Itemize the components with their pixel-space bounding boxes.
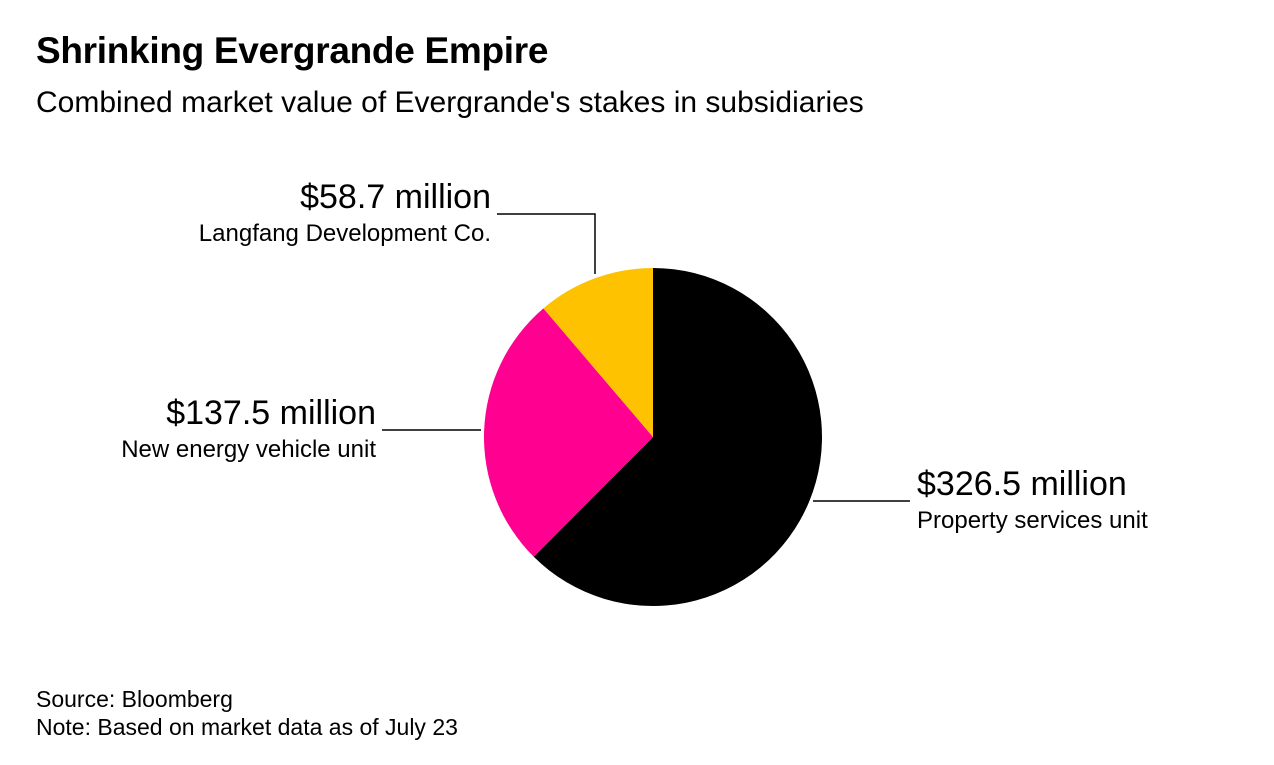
chart-subtitle: Combined market value of Evergrande's st… — [36, 86, 864, 119]
leader-line-langfang-development-co — [497, 213, 596, 274]
data-label-value-langfang-development-co: $58.7 million — [300, 178, 491, 216]
data-label-name-langfang-development-co: Langfang Development Co. — [199, 220, 491, 247]
footnote: Note: Based on market data as of July 23 — [36, 714, 458, 740]
data-label-name-new-energy-vehicle-unit: New energy vehicle unit — [121, 436, 376, 463]
chart-title: Shrinking Evergrande Empire — [36, 30, 549, 71]
pie-slice-langfang-development-co — [543, 268, 653, 437]
pie-slice-new-energy-vehicle-unit — [484, 308, 653, 557]
data-label-name-property-services-unit: Property services unit — [917, 507, 1148, 534]
pie-slice-property-services-unit — [533, 268, 822, 607]
data-label-value-property-services-unit: $326.5 million — [917, 465, 1127, 503]
data-label-value-new-energy-vehicle-unit: $137.5 million — [166, 394, 376, 432]
source-note: Source: Bloomberg — [36, 686, 233, 712]
